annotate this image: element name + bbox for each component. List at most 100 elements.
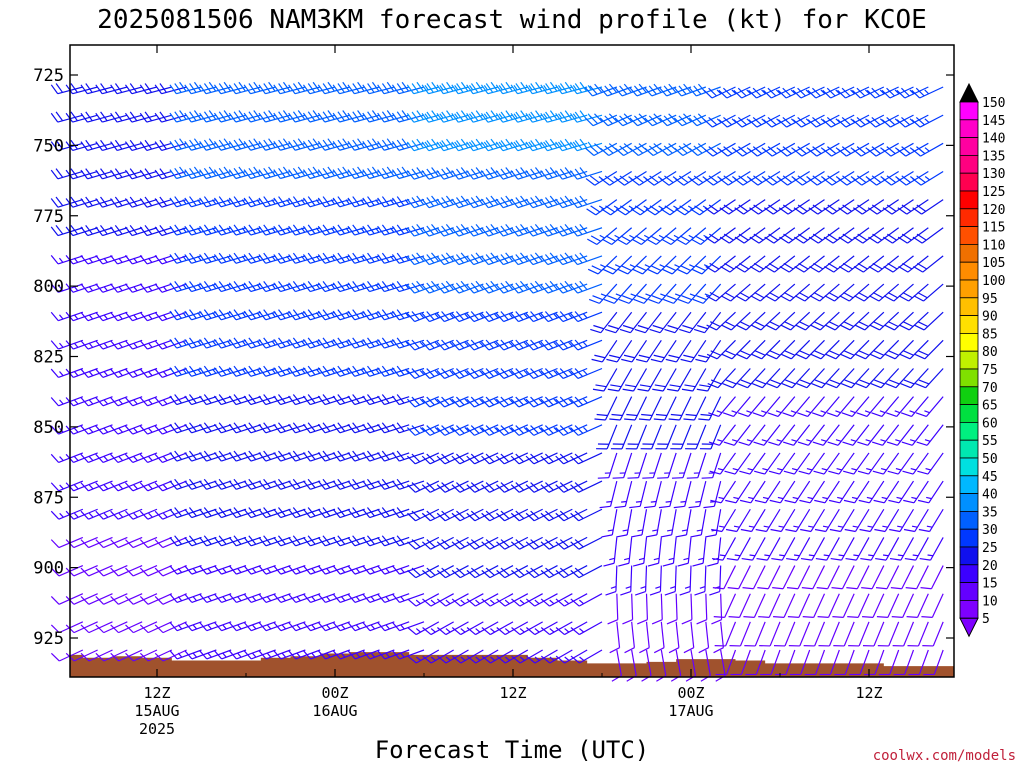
wind-barb xyxy=(809,255,840,273)
wind-barb xyxy=(729,621,751,647)
wind-barb xyxy=(496,480,529,493)
wind-barb xyxy=(905,565,929,590)
wind-barb xyxy=(258,535,291,547)
wind-barb xyxy=(407,649,440,664)
wind-barb xyxy=(709,565,722,596)
wind-barb xyxy=(870,368,900,389)
wind-barb xyxy=(736,339,766,360)
wind-barb xyxy=(753,424,781,446)
wind-barb xyxy=(481,621,514,636)
wind-barb xyxy=(481,593,514,607)
wind-barb xyxy=(377,450,410,462)
wind-barb xyxy=(919,537,944,561)
wind-barb xyxy=(898,255,929,273)
wind-barb xyxy=(680,340,707,363)
wind-barb xyxy=(658,480,677,509)
wind-barb xyxy=(673,113,707,127)
wind-barb xyxy=(843,452,870,475)
wind-barb xyxy=(288,507,321,519)
wind-barb xyxy=(228,649,262,660)
wind-barb xyxy=(676,227,707,245)
wind-barb xyxy=(184,535,217,547)
wind-barb xyxy=(496,649,529,664)
wind-barb xyxy=(711,593,723,625)
wind-barb xyxy=(391,621,425,632)
wind-barb xyxy=(737,368,766,389)
wind-barb xyxy=(495,81,528,95)
wind-barb xyxy=(916,424,944,446)
wind-barb xyxy=(95,593,128,605)
wind-barb xyxy=(735,255,766,273)
wind-barb xyxy=(921,593,944,618)
wind-barb xyxy=(391,394,425,406)
wind-barb xyxy=(824,283,855,302)
wind-barb xyxy=(881,86,914,99)
wind-barb xyxy=(213,621,247,632)
chart-title: 2025081506 NAM3KM forecast wind profile … xyxy=(97,5,927,35)
wind-barb xyxy=(848,621,870,647)
wind-barb xyxy=(451,396,484,408)
wind-barb xyxy=(525,452,558,465)
wind-barb xyxy=(228,593,262,603)
colorbar-label: 5 xyxy=(982,612,990,627)
wind-barb xyxy=(466,565,499,579)
wind-barb xyxy=(688,83,721,97)
wind-barb xyxy=(199,564,232,575)
wind-barb xyxy=(688,113,721,127)
wind-barb xyxy=(907,621,929,647)
wind-barb xyxy=(797,396,825,418)
x-tick-label: 15AUG xyxy=(134,702,179,720)
colorbar-swatch xyxy=(959,582,979,601)
wind-barb xyxy=(481,649,514,664)
wind-barb xyxy=(80,452,113,464)
wind-barb xyxy=(570,593,603,607)
wind-barb xyxy=(724,452,751,475)
wind-barb xyxy=(332,365,365,377)
wind-barb xyxy=(882,199,914,215)
wind-barb xyxy=(739,452,766,475)
wind-barb xyxy=(631,509,648,538)
wind-barb xyxy=(362,535,395,547)
wind-barb xyxy=(332,621,365,632)
wind-barb xyxy=(893,649,915,676)
wind-barb xyxy=(169,535,202,547)
wind-barb xyxy=(377,593,410,603)
wind-barb xyxy=(525,311,558,323)
wind-barb xyxy=(742,565,766,590)
wind-barb xyxy=(896,86,929,99)
wind-barb xyxy=(510,339,543,351)
wind-barb xyxy=(451,621,484,636)
wind-barb xyxy=(555,593,588,607)
colorbar-swatch xyxy=(959,510,979,530)
wind-barb xyxy=(480,280,514,294)
wind-barb xyxy=(347,281,380,293)
wind-barb xyxy=(80,536,113,549)
wind-barb xyxy=(569,167,603,180)
wind-barb xyxy=(900,368,929,389)
colorbar-swatch xyxy=(959,386,979,405)
wind-barb xyxy=(782,424,811,446)
wind-barb xyxy=(645,509,662,538)
wind-barb xyxy=(587,227,618,245)
wind-barb xyxy=(679,565,692,596)
wind-barb xyxy=(642,452,662,479)
credit-link[interactable]: coolwx.com/models xyxy=(873,748,1016,764)
wind-barb xyxy=(570,621,603,636)
wind-barb xyxy=(644,480,662,509)
wind-barb xyxy=(50,480,84,492)
wind-barb xyxy=(139,508,173,520)
wind-barb xyxy=(779,255,811,273)
wind-barb xyxy=(288,535,321,547)
wind-barb xyxy=(857,424,885,446)
wind-barb xyxy=(466,480,499,493)
wind-barb xyxy=(436,396,469,408)
wind-barb xyxy=(739,480,766,504)
wind-barb xyxy=(213,564,247,575)
wind-barb xyxy=(897,199,929,215)
wind-barb xyxy=(347,593,380,603)
wind-barb xyxy=(811,396,840,418)
wind-barb xyxy=(451,480,484,493)
wind-barb xyxy=(421,339,454,351)
wind-barb xyxy=(213,507,247,519)
wind-barb xyxy=(302,649,336,660)
